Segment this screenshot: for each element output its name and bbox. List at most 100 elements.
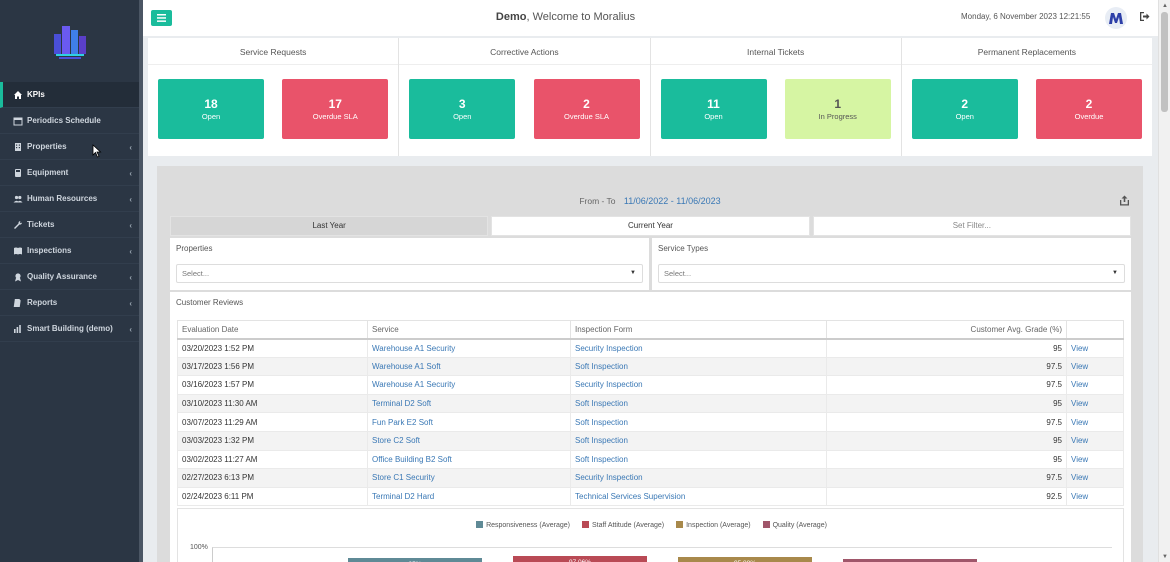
cell-avg-grade: 95 [826,393,1067,414]
legend-entry[interactable]: Staff Attitude (Average) [581,521,664,529]
view-link[interactable]: View [1066,468,1124,488]
cell-service-link[interactable]: Terminal D2 Hard [367,486,571,507]
cell-avg-grade: 95 [826,449,1067,470]
logout-icon[interactable] [1139,11,1150,24]
sidebar-item-smart-building-demo[interactable]: Smart Building (demo) ‹ [0,316,139,342]
view-link[interactable]: View [1066,486,1124,507]
tab-set-filter[interactable]: Set Filter... [812,216,1131,236]
col-service[interactable]: Service [367,320,571,339]
service-types-select[interactable]: Select... ▼ [658,264,1125,283]
table-row: 03/07/2023 11:29 AM Fun Park E2 Soft Soft … [177,412,1124,432]
legend-entry[interactable]: Responsiveness (Average) [476,521,570,529]
date-range: From - To 11/06/2022 - 11/06/2023 [157,196,1143,206]
page-scrollbar[interactable]: ▲ ▼ [1158,0,1170,562]
brand-icon[interactable] [1105,7,1127,29]
kpi-box-overdue[interactable]: 2 Overdue [1036,79,1142,139]
view-link[interactable]: View [1066,412,1124,432]
sidebar-item-kpis[interactable]: KPIs [0,82,139,108]
cell-inspection-form-link[interactable]: Soft Inspection [570,412,827,432]
cell-service-link[interactable]: Warehouse A1 Security [367,375,571,395]
col-evaluation-date[interactable]: Evaluation Date [177,320,368,339]
kpi-box-open[interactable]: 2 Open [911,79,1018,139]
export-icon[interactable] [1119,195,1130,208]
cell-inspection-form-link[interactable]: Security Inspection [570,468,827,488]
cell-evaluation-date: 03/17/2023 1:56 PM [177,356,368,377]
cell-service-link[interactable]: Office Building B2 Soft [367,449,571,470]
cell-service-link[interactable]: Store C1 Security [367,468,571,488]
cell-service-link[interactable]: Warehouse A1 Soft [367,356,571,377]
col-avg-grade[interactable]: Customer Avg. Grade (%) [826,320,1067,339]
kpi-group-title: Internal Tickets [650,47,901,65]
legend-entry[interactable]: Quality (Average) [762,521,827,529]
col-inspection-form[interactable]: Inspection Form [570,320,827,339]
sidebar-item-periodics-schedule[interactable]: Periodics Schedule [0,108,139,134]
cell-inspection-form-link[interactable]: Soft Inspection [570,393,827,414]
view-link[interactable]: View [1066,375,1124,395]
legend-label: Inspection (Average) [686,522,751,529]
sidebar-item-inspections[interactable]: Inspections ‹ [0,238,139,264]
view-link[interactable]: View [1066,356,1124,377]
sidebar-item-properties[interactable]: Properties ‹ [0,134,139,160]
tab-last-year[interactable]: Last Year [170,216,489,236]
tab-current-year[interactable]: Current Year [491,216,810,236]
kpi-value: 2 [1085,97,1093,111]
bar-staff[interactable]: 97.06% [513,555,647,562]
sidebar-item-equipment[interactable]: Equipment ‹ [0,160,139,186]
kpi-label: Open [955,112,974,121]
award-icon [13,272,23,282]
sidebar-edge [139,0,143,562]
legend-entry[interactable]: Inspection (Average) [676,521,751,529]
sidebar-item-label: Equipment [27,168,69,177]
cell-service-link[interactable]: Fun Park E2 Soft [367,412,571,432]
sidebar-item-label: Inspections [27,246,72,255]
sidebar-item-quality-assurance[interactable]: Quality Assurance ‹ [0,264,139,290]
properties-select[interactable]: Select... ▼ [176,264,643,283]
cell-inspection-form-link[interactable]: Soft Inspection [570,449,827,470]
cell-service-link[interactable]: Warehouse A1 Security [367,338,571,358]
kpi-label: Open [201,112,221,121]
date-range-value[interactable]: 11/06/2022 - 11/06/2023 [623,196,721,206]
cell-evaluation-date: 02/27/2023 6:13 PM [177,468,368,488]
sidebar-nav: KPIs Periodics Schedule Properties ‹ Equipme… [0,82,139,342]
kpi-box-open[interactable]: 11 Open [660,79,767,139]
cell-evaluation-date: 03/10/2023 11:30 AM [177,393,368,414]
book-icon [13,246,23,256]
cell-inspection-form-link[interactable]: Soft Inspection [570,430,827,451]
sidebar-item-reports[interactable]: Reports ‹ [0,290,139,316]
bar-quality[interactable] [843,559,977,562]
kpi-panel: Service Requests 18 Open 17 Overdue SLA Corre… [148,38,1152,156]
kpi-box-overdue-sla[interactable]: 2 Overdue SLA [533,79,640,139]
view-link[interactable]: View [1066,338,1124,358]
scroll-down-icon[interactable]: ▼ [1162,554,1168,560]
scroll-thumb[interactable] [1161,12,1168,112]
kpi-box-open[interactable]: 18 Open [158,79,264,139]
scroll-up-icon[interactable]: ▲ [1162,3,1168,9]
bar-value-label: 95.88% [734,560,756,562]
kpi-box-open[interactable]: 3 Open [409,79,516,139]
sidebar-item-tickets[interactable]: Tickets ‹ [0,212,139,238]
sidebar-item-human-resources[interactable]: Human Resources ‹ [0,186,139,212]
view-link[interactable]: View [1066,430,1124,451]
cell-inspection-form-link[interactable]: Soft Inspection [570,356,827,377]
kpi-box-in-progress[interactable]: 1 In Progress [784,79,891,139]
view-link[interactable]: View [1066,449,1124,470]
sidebar-item-label: Reports [27,298,58,307]
view-link[interactable]: View [1066,393,1124,414]
bar-responsiveness[interactable]: 95% [348,557,482,562]
kpi-box-overdue-sla[interactable]: 17 Overdue SLA [282,79,389,139]
company-logo[interactable] [48,18,92,62]
plot-area: 95% 97.06% 95.88% [212,547,1112,562]
menu-toggle-button[interactable] [151,10,172,26]
sidebar: KPIs Periodics Schedule Properties ‹ Equipme… [0,0,139,562]
cell-inspection-form-link[interactable]: Technical Services Supervision [570,486,827,507]
cell-inspection-form-link[interactable]: Security Inspection [570,338,827,358]
kpi-value: 17 [328,97,342,111]
kpi-label: Overdue [1074,112,1104,121]
cell-inspection-form-link[interactable]: Security Inspection [570,375,827,395]
home-icon [13,90,23,100]
legend-swatch [581,521,589,528]
cell-service-link[interactable]: Terminal D2 Soft [367,393,571,414]
bar-inspection[interactable]: 95.88% [678,556,812,562]
cell-service-link[interactable]: Store C2 Soft [367,430,571,451]
legend-label: Quality (Average) [772,522,827,529]
